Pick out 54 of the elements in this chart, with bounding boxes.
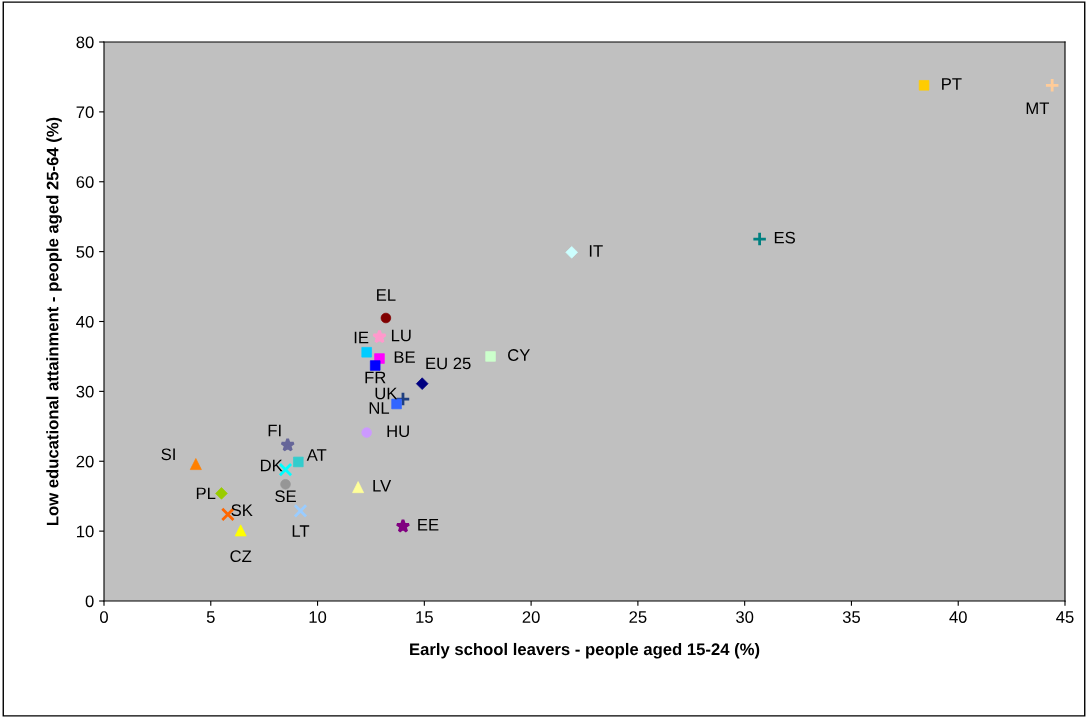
series-label: LT	[292, 525, 310, 537]
series-label: EE	[418, 519, 439, 531]
series-label: UK	[375, 387, 398, 400]
series-label: IE	[354, 331, 369, 344]
y-tick-label: 70	[76, 106, 94, 119]
x-axis-title: Early school leavers - people aged 15-24 (%)	[410, 642, 760, 659]
series-label: EL	[377, 289, 396, 301]
series-label: EU 25	[426, 357, 471, 370]
x-tick-label: 40	[949, 611, 967, 623]
series-label: ES	[774, 231, 795, 244]
y-tick-label: 50	[76, 246, 94, 258]
series-label: AT	[306, 449, 327, 461]
point	[293, 503, 308, 518]
y-axis-title: Low educational attainment - people aged 25-64 (%)	[46, 117, 62, 526]
series-label: SI	[161, 448, 175, 461]
series-label: PT	[942, 78, 962, 90]
series-label: SE	[275, 490, 296, 503]
series-label: DK	[260, 459, 283, 472]
x-tick-label: 10	[309, 611, 327, 623]
point	[280, 437, 295, 452]
series-label: HU	[387, 425, 409, 438]
point	[751, 231, 768, 247]
y-tick-label: 60	[76, 176, 94, 188]
series-label: LV	[373, 479, 392, 492]
point	[395, 391, 411, 407]
x-tick-label: 35	[842, 611, 861, 623]
series-label: CZ	[230, 550, 252, 563]
y-tick-label: 30	[76, 385, 94, 398]
y-tick-label: 0	[85, 595, 94, 608]
y-tick-label: 80	[76, 36, 94, 49]
series-label: CY	[508, 349, 530, 361]
point	[395, 518, 411, 533]
x-tick-label: 30	[736, 611, 754, 623]
series-label: FI	[268, 424, 281, 437]
x-tick-label: 20	[522, 611, 540, 623]
series-label: NL	[369, 402, 390, 414]
y-tick-label: 20	[76, 455, 94, 468]
series-label: SK	[231, 504, 253, 517]
x-tick-label: 15	[416, 611, 433, 623]
point	[372, 329, 387, 344]
x-tick-label: 5	[206, 611, 215, 623]
x-tick-label: 45	[1056, 611, 1074, 623]
series-label: IT	[589, 245, 603, 257]
series-label: FR	[365, 371, 386, 384]
y-tick-label: 40	[76, 315, 94, 328]
y-tick-label: 10	[77, 525, 94, 538]
point	[918, 80, 930, 91]
series-label: BE	[394, 351, 415, 363]
x-tick-label: 0	[100, 611, 108, 623]
x-tick-label: 25	[629, 611, 647, 623]
series-label: LU	[391, 329, 411, 342]
point	[1044, 77, 1060, 93]
series-label: PL	[196, 487, 216, 500]
series-label: MT	[1026, 102, 1050, 115]
